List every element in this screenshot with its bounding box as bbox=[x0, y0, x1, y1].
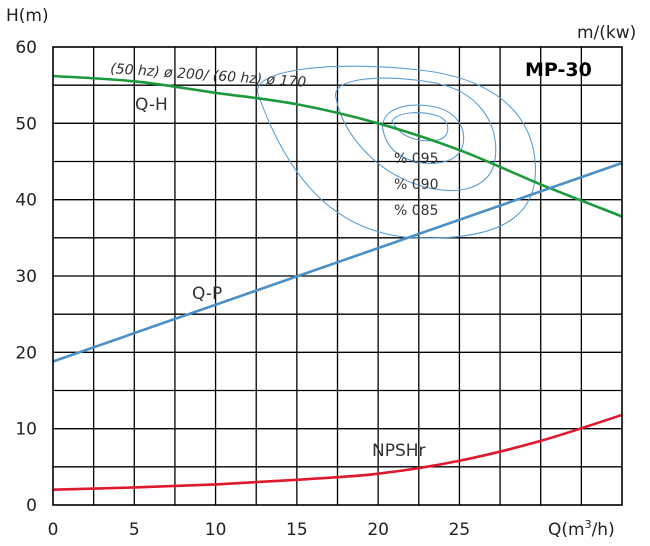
series-line-qh bbox=[52, 74, 623, 218]
y-tick-label: 60 bbox=[15, 38, 37, 58]
efficiency-contour-090 bbox=[335, 77, 497, 192]
plot-frame bbox=[52, 46, 623, 506]
series-label-npshr: NPSHr bbox=[372, 441, 426, 461]
model-label: MP-30 bbox=[525, 59, 592, 81]
series-line-qp bbox=[52, 161, 623, 363]
series-label-qp: Q-P bbox=[192, 284, 222, 304]
x-tick-labels: 0 5 10 15 20 25 bbox=[48, 520, 471, 540]
x-axis-title-sup: 3 bbox=[585, 518, 592, 531]
grid bbox=[53, 47, 622, 505]
efficiency-contour-085 bbox=[257, 65, 537, 239]
efficiency-label-085: % 085 bbox=[394, 203, 438, 219]
x-axis-title-main: Q(m bbox=[548, 520, 585, 540]
x-axis-title-end: /h) bbox=[592, 520, 615, 540]
x-tick-label: 15 bbox=[286, 520, 308, 540]
series-lines bbox=[52, 74, 623, 492]
x-tick-label: 0 bbox=[48, 520, 59, 540]
impeller-annotation: (50 hz) ø 200/ (60 hz) ø 170 bbox=[110, 61, 307, 91]
x-tick-label: 20 bbox=[367, 520, 389, 540]
y-tick-label: 50 bbox=[15, 114, 37, 134]
y-axis-title: H(m) bbox=[6, 6, 49, 26]
efficiency-label-090: % 090 bbox=[394, 177, 438, 193]
efficiency-contour-095 bbox=[382, 104, 465, 164]
series-line-npshr bbox=[52, 413, 623, 492]
efficiency-contours bbox=[257, 65, 537, 239]
x-tick-label: 5 bbox=[129, 520, 140, 540]
y-tick-labels: 0 10 20 30 40 50 60 bbox=[15, 38, 37, 516]
y-tick-label: 0 bbox=[26, 496, 37, 516]
y-tick-label: 10 bbox=[15, 420, 37, 440]
y-tick-label: 30 bbox=[15, 267, 37, 287]
y-tick-label: 20 bbox=[15, 343, 37, 363]
x-axis-title: Q(m3/h) bbox=[548, 518, 615, 540]
x-tick-label: 10 bbox=[205, 520, 227, 540]
efficiency-contour-inner bbox=[391, 112, 449, 142]
x-tick-label: 25 bbox=[449, 520, 471, 540]
y-tick-label: 40 bbox=[15, 191, 37, 211]
efficiency-label-095: % 095 bbox=[394, 151, 438, 167]
series-label-qh: Q-H bbox=[135, 95, 168, 115]
y2-axis-title: m/(kw) bbox=[577, 23, 636, 43]
